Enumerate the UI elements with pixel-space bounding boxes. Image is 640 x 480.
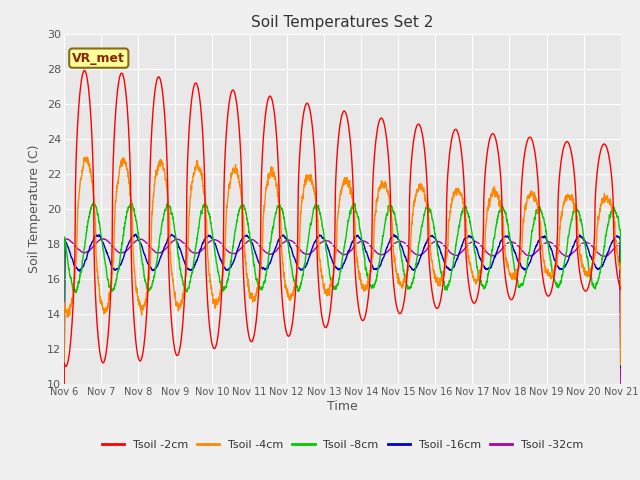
X-axis label: Time: Time: [327, 399, 358, 412]
Text: VR_met: VR_met: [72, 52, 125, 65]
Y-axis label: Soil Temperature (C): Soil Temperature (C): [28, 144, 42, 273]
Legend: Tsoil -2cm, Tsoil -4cm, Tsoil -8cm, Tsoil -16cm, Tsoil -32cm: Tsoil -2cm, Tsoil -4cm, Tsoil -8cm, Tsoi…: [97, 435, 588, 454]
Title: Soil Temperatures Set 2: Soil Temperatures Set 2: [252, 15, 433, 30]
